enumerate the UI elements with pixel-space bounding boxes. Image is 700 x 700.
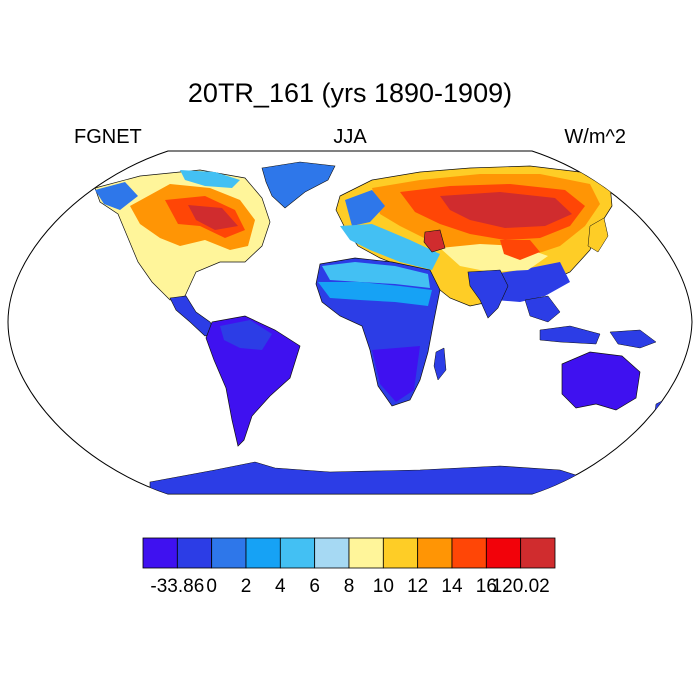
colorbar-tick-label: 2 (240, 576, 252, 597)
colorbar-swatch (176, 537, 213, 569)
colorbar-swatch (417, 537, 453, 569)
colorbar-swatch (279, 537, 316, 569)
colorbar-tick-label: 0 (206, 576, 217, 597)
colorbar-swatch (451, 537, 487, 569)
colorbar-tick-label: 4 (275, 576, 286, 597)
colorbar-swatch (485, 537, 522, 569)
colorbar-swatch (245, 537, 281, 569)
colorbar-swatch (348, 537, 384, 569)
colorbar-tick-label: 14 (441, 576, 463, 597)
colorbar-tick-label: 120.02 (491, 576, 550, 597)
colorbar-swatch (520, 537, 556, 569)
variable-label: FGNET (74, 126, 142, 148)
colorbar-tick-label: 6 (309, 576, 320, 597)
colorbar-swatch (211, 537, 247, 569)
colorbar-tick-label: -33.86 (150, 576, 205, 597)
antarctica (149, 461, 591, 494)
units-label: W/m^2 (564, 126, 626, 148)
india (467, 269, 509, 319)
colorbar-tick-label: 12 (407, 576, 429, 597)
season-label: JJA (333, 126, 367, 148)
colorbar-tick-label: 8 (343, 576, 355, 597)
map-title: 20TR_161 (yrs 1890-1909) (187, 78, 513, 108)
greenland (261, 161, 336, 209)
colorbar-tick-label: 10 (372, 576, 394, 597)
colorbar-swatch (314, 537, 350, 569)
australia (561, 351, 641, 411)
colorbar-tick-label: 16 (475, 576, 497, 597)
colorbar-swatch (142, 537, 178, 569)
colorbar-swatch (382, 537, 419, 569)
south-america (205, 315, 301, 447)
